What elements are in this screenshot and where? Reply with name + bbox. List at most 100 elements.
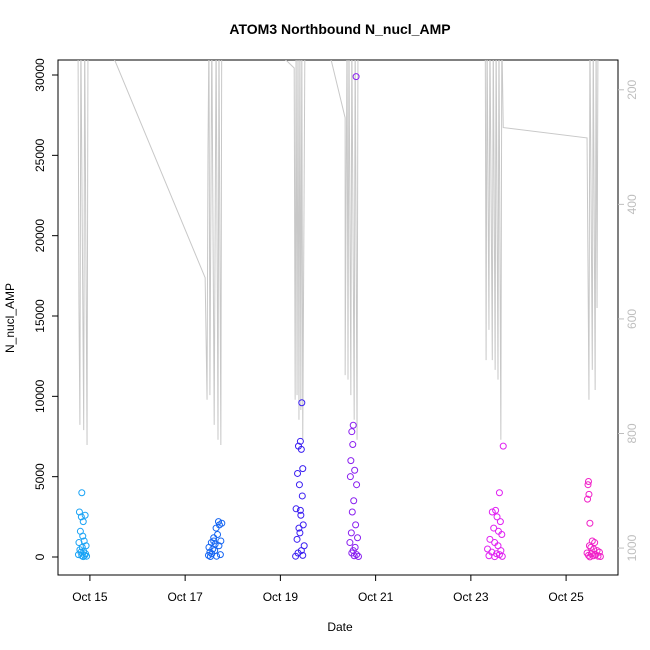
data-point <box>585 542 593 550</box>
plot-frame <box>57 59 619 576</box>
data-point <box>584 495 592 503</box>
y-tick-label: 15000 <box>33 299 47 333</box>
data-point <box>490 524 498 532</box>
y-tick-label: 5000 <box>33 463 47 490</box>
data-point <box>78 552 86 560</box>
y-tick-label: 30000 <box>33 58 47 92</box>
data-point <box>346 473 354 481</box>
data-point <box>296 437 304 445</box>
y2-tick-label: 800 <box>625 423 639 443</box>
data-point <box>499 442 507 450</box>
data-point <box>206 553 214 561</box>
data-point <box>79 553 87 561</box>
data-point <box>297 511 305 519</box>
data-point <box>488 508 496 516</box>
data-point <box>594 552 602 560</box>
data-point <box>493 513 501 521</box>
data-point <box>589 552 597 560</box>
data-point <box>299 521 307 529</box>
data-point <box>78 543 86 551</box>
data-point <box>348 508 356 516</box>
data-point <box>349 441 357 449</box>
data-point <box>292 552 300 560</box>
data-point <box>584 477 592 485</box>
data-point <box>350 552 358 560</box>
x-axis-label: Date <box>327 620 353 634</box>
data-point <box>496 518 504 526</box>
data-point <box>81 511 89 519</box>
x-tick-label: Oct 15 <box>72 590 108 604</box>
y2-tick-label: 1000 <box>625 534 639 561</box>
data-point <box>348 428 356 436</box>
data-point <box>349 421 357 429</box>
data-point <box>298 399 306 407</box>
data-point <box>299 551 307 559</box>
data-point <box>299 465 307 473</box>
data-point <box>586 519 594 527</box>
data-point <box>214 518 222 526</box>
data-point <box>595 548 603 556</box>
data-point <box>352 521 360 529</box>
data-point <box>498 552 506 560</box>
x-tick-label: Oct 17 <box>167 590 203 604</box>
data-point <box>484 545 492 553</box>
data-point <box>77 513 85 521</box>
pressure-line <box>77 60 599 445</box>
x-tick-label: Oct 25 <box>548 590 584 604</box>
data-point <box>295 524 303 532</box>
data-point <box>82 542 90 550</box>
data-point <box>298 492 306 500</box>
x-tick-label: Oct 21 <box>358 590 394 604</box>
y2-tick-label: 600 <box>625 309 639 329</box>
data-point <box>347 529 355 537</box>
data-point <box>492 506 500 514</box>
y2-tick-label: 400 <box>625 194 639 214</box>
data-point <box>210 537 218 545</box>
data-point <box>498 531 506 539</box>
data-point <box>75 508 83 516</box>
data-point <box>354 553 362 561</box>
data-point <box>295 481 303 489</box>
data-point <box>586 553 594 561</box>
data-point <box>213 552 221 560</box>
data-point <box>584 551 592 559</box>
data-point <box>347 457 355 465</box>
y-tick-label: 0 <box>33 553 47 560</box>
data-point <box>293 535 301 543</box>
data-point <box>297 445 305 453</box>
x-tick-label: Oct 23 <box>453 590 489 604</box>
data-point <box>351 466 359 474</box>
data-point <box>214 531 222 539</box>
data-point <box>296 506 304 514</box>
data-point <box>75 539 83 547</box>
data-point <box>585 490 593 498</box>
data-point <box>584 481 592 489</box>
data-point <box>352 73 360 81</box>
data-point <box>294 469 302 477</box>
y-tick-label: 25000 <box>33 138 47 172</box>
data-point <box>79 532 87 540</box>
plot-area <box>74 60 604 561</box>
data-point <box>292 505 300 513</box>
data-point <box>495 489 503 497</box>
x-tick-label: Oct 19 <box>263 590 299 604</box>
y-tick-label: 20000 <box>33 219 47 253</box>
y-tick-label: 10000 <box>33 379 47 413</box>
data-point <box>350 497 358 505</box>
data-point <box>218 519 226 527</box>
data-point <box>83 552 91 560</box>
data-point <box>354 534 362 542</box>
data-point <box>497 547 505 555</box>
data-point <box>78 489 86 497</box>
data-point <box>217 537 225 545</box>
data-point <box>346 539 354 547</box>
data-point <box>79 518 87 526</box>
data-point <box>591 539 599 547</box>
data-point <box>215 542 223 550</box>
data-point <box>491 553 499 561</box>
data-point <box>596 553 604 561</box>
data-point <box>216 551 224 559</box>
chart-title: ATOM3 Northbound N_nucl_AMP <box>229 21 450 37</box>
data-point <box>486 535 494 543</box>
